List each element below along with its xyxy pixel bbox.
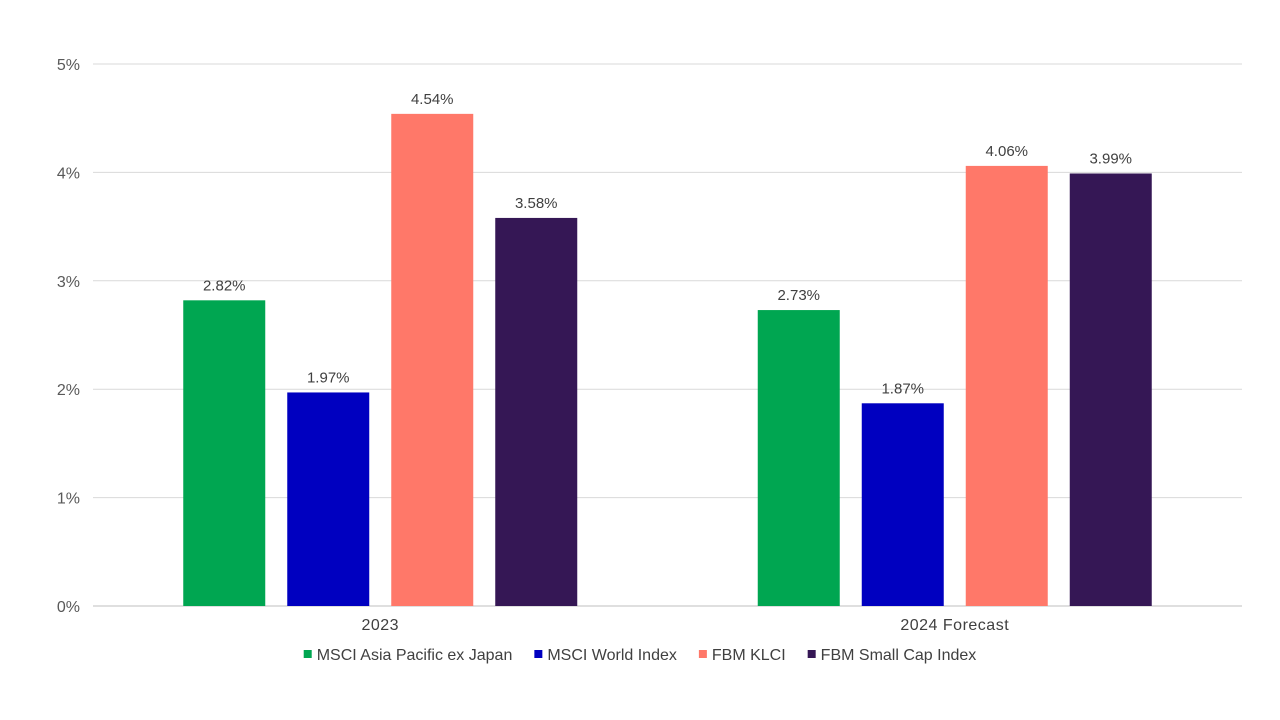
bars [183, 113, 1152, 607]
data-label: 1.97% [307, 369, 350, 386]
bar-2023-series-3 [495, 217, 578, 607]
bar-2024-forecast-series-2 [965, 165, 1048, 606]
y-tick-label: 0% [57, 599, 80, 616]
bar-2024-forecast-series-3 [1069, 173, 1152, 606]
legend-label: FBM KLCI [712, 647, 786, 664]
bar-2023-series-1 [287, 392, 370, 606]
x-category-label: 2023 [361, 617, 399, 634]
data-label: 2.73% [777, 287, 820, 304]
x-category-label: 2024 Forecast [900, 617, 1009, 634]
y-axis-ticks: 0% 1% 2% 3% 4% 5% [57, 57, 80, 616]
data-labels: 2.82% 1.97% 4.54% 3.58% 2.73% 1.87% 4.06% 3.99% [203, 91, 1132, 397]
legend-item: MSCI World Index [534, 647, 677, 664]
legend-swatch [534, 650, 543, 658]
y-tick-label: 1% [57, 491, 80, 508]
data-label: 4.06% [985, 143, 1028, 160]
legend-label: MSCI World Index [547, 647, 677, 664]
data-label: 4.54% [411, 91, 454, 108]
legend-swatch [807, 650, 816, 658]
legend-item: FBM KLCI [698, 647, 786, 664]
legend: MSCI Asia Pacific ex Japan MSCI World Ind… [303, 647, 977, 664]
data-label: 3.58% [515, 195, 558, 212]
legend-item: MSCI Asia Pacific ex Japan [303, 647, 513, 664]
bar-2024-forecast-series-0 [757, 310, 840, 606]
data-label: 1.87% [881, 380, 924, 397]
y-tick-label: 4% [57, 165, 80, 182]
legend-swatch [698, 650, 707, 658]
bar-2023-series-0 [183, 300, 266, 606]
data-label: 3.99% [1089, 150, 1132, 167]
y-tick-label: 3% [57, 274, 80, 291]
y-tick-label: 5% [57, 57, 80, 74]
legend-item: FBM Small Cap Index [807, 647, 977, 664]
bar-2023-series-2 [391, 113, 474, 606]
data-label: 2.82% [203, 277, 246, 294]
legend-label: FBM Small Cap Index [821, 647, 977, 664]
y-tick-label: 2% [57, 382, 80, 399]
bar-2024-forecast-series-1 [861, 403, 944, 606]
x-axis-categories: 2023 2024 Forecast [361, 617, 1009, 634]
legend-swatch [303, 650, 312, 658]
gridlines [93, 63, 1242, 607]
legend-label: MSCI Asia Pacific ex Japan [317, 647, 513, 664]
